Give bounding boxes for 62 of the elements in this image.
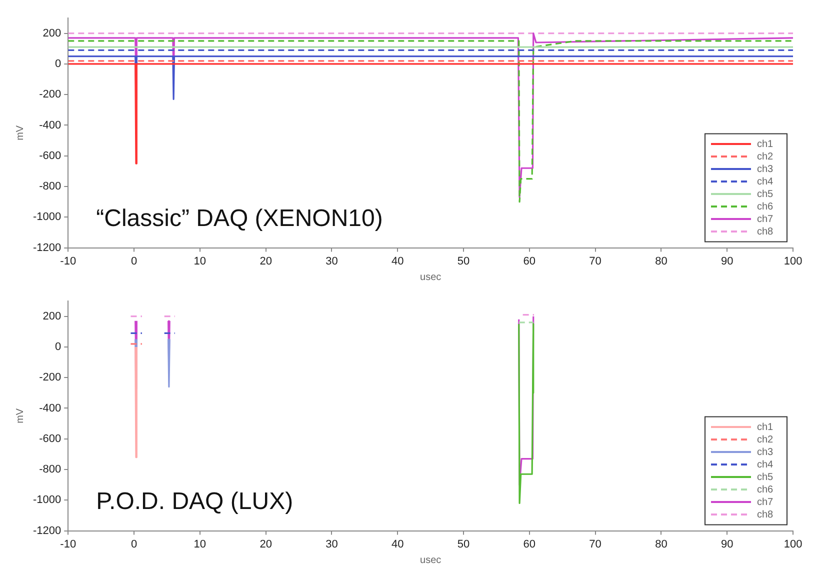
x-tick-label: 60	[523, 255, 536, 268]
legend-label: ch3	[757, 446, 774, 458]
y-tick-label: 0	[55, 340, 62, 353]
y-tick-label: 0	[55, 58, 62, 70]
legend-label: ch2	[757, 151, 774, 162]
x-axis-title: usec	[420, 272, 442, 283]
annotation: “Classic” DAQ (XENON10)	[96, 204, 383, 232]
x-tick-label: 20	[260, 255, 272, 268]
x-tick-label: 100	[784, 538, 802, 550]
legend-label: ch4	[757, 176, 774, 188]
x-tick-label: 10	[194, 255, 206, 268]
y-tick-label: -800	[39, 180, 62, 193]
x-tick-label: 80	[655, 255, 668, 268]
y-tick-label: -1200	[32, 524, 62, 537]
x-tick-label: 70	[589, 538, 602, 550]
x-tick-label: -10	[60, 255, 76, 268]
x-tick-label: 30	[326, 538, 338, 550]
x-tick-label: -10	[60, 538, 76, 550]
x-axis-title: usec	[420, 554, 442, 566]
legend-label: ch4	[757, 459, 774, 470]
x-tick-label: 20	[260, 538, 272, 550]
x-tick-label: 90	[720, 255, 734, 268]
legend-label: ch3	[757, 164, 774, 175]
y-tick-label: 200	[42, 27, 62, 40]
legend-label: ch5	[757, 188, 774, 200]
legend-label: ch2	[757, 434, 774, 446]
legend-label: ch7	[757, 496, 774, 508]
legend-label: ch5	[757, 472, 774, 483]
legend-label: ch1	[757, 138, 774, 150]
y-axis-title: mV	[14, 125, 26, 140]
y-tick-label: -1000	[32, 494, 62, 506]
y-tick-label: -400	[39, 119, 62, 132]
y-tick-label: 200	[42, 310, 62, 322]
x-tick-label: 50	[457, 255, 470, 268]
x-tick-label: 40	[391, 255, 404, 268]
x-tick-label: 40	[391, 538, 404, 550]
y-tick-label: -1200	[32, 242, 62, 254]
legend-label: ch8	[757, 226, 774, 238]
x-tick-label: 100	[784, 255, 802, 268]
x-tick-label: 70	[589, 255, 602, 268]
legend-label: ch6	[757, 201, 774, 212]
x-tick-label: 80	[655, 538, 668, 550]
legend-label: ch6	[757, 484, 774, 496]
x-tick-label: 0	[130, 538, 138, 550]
annotation: P.O.D. DAQ (LUX)	[96, 488, 294, 515]
y-tick-label: -1000	[32, 211, 62, 224]
y-tick-label: -600	[39, 150, 62, 162]
y-tick-label: -600	[39, 432, 62, 445]
legend-label: ch1	[757, 422, 774, 433]
y-tick-label: -200	[39, 372, 62, 384]
x-tick-label: 90	[720, 538, 734, 550]
x-tick-label: 30	[326, 255, 338, 268]
x-tick-label: 10	[194, 538, 206, 550]
x-tick-label: 50	[457, 538, 470, 550]
x-tick-label: 60	[523, 538, 536, 550]
legend-label: ch8	[757, 509, 774, 520]
y-tick-label: -800	[39, 464, 62, 476]
x-tick-label: 0	[130, 255, 138, 268]
y-axis-title: mV	[14, 408, 26, 424]
y-tick-label: -400	[39, 402, 62, 414]
legend-label: ch7	[757, 214, 774, 225]
y-tick-label: -200	[39, 88, 62, 101]
